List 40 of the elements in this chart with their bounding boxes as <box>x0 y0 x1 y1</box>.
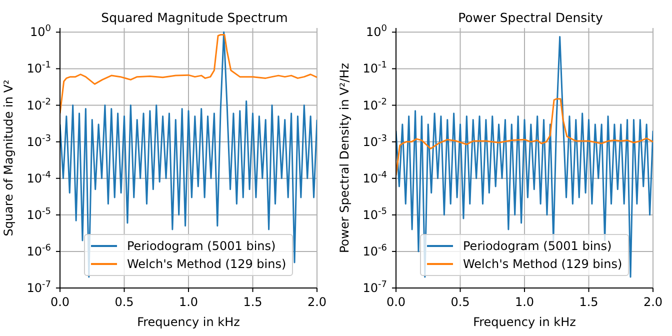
y-axis-title: Power Spectral Density in V²/Hz <box>337 62 352 254</box>
legend-label: Periodogram (5001 bins) <box>463 238 612 255</box>
x-tick-label: 1.0 <box>178 295 198 309</box>
y-tick-label: 10$^{-6}$ <box>362 243 388 258</box>
x-tick-label: 0.5 <box>114 295 134 309</box>
y-tick-label: 10$^{-2}$ <box>26 97 51 112</box>
line-series <box>396 98 653 176</box>
x-tick-label: 1.5 <box>579 295 598 309</box>
y-tick-label: 10$^{-4}$ <box>26 170 52 186</box>
y-tick-label: 10$^{-2}$ <box>362 97 387 112</box>
y-tick-label: 10$^{-5}$ <box>26 206 51 222</box>
y-tick-label: 10$^{-7}$ <box>362 280 387 295</box>
y-tick-label: 10$^{-4}$ <box>362 170 388 186</box>
y-axis-title: Square of Magnitude in V² <box>1 80 16 236</box>
legend-label: Periodogram (5001 bins) <box>127 238 276 255</box>
x-tick-label: 2.0 <box>643 295 663 309</box>
legend-label: Welch's Method (129 bins) <box>127 256 286 273</box>
y-tick-label: 10$^{-5}$ <box>362 206 387 222</box>
x-axis-title: Frequency in kHz <box>137 315 240 329</box>
x-tick-label: 0.5 <box>450 295 470 309</box>
x-tick-label: 0.0 <box>386 295 406 309</box>
y-tick-label: 10$^{-1}$ <box>26 60 51 76</box>
x-tick-label: 2.0 <box>307 295 327 309</box>
x-axis-title: Frequency in kHz <box>473 315 576 329</box>
y-tick-label: 10$^{-3}$ <box>26 134 51 149</box>
y-tick-label: 10$^{0}$ <box>30 24 52 40</box>
x-tick-label: 1.5 <box>243 295 262 309</box>
y-tick-label: 10$^{-6}$ <box>26 243 52 258</box>
y-tick-label: 10$^{-3}$ <box>362 134 387 149</box>
y-tick-label: 10$^{0}$ <box>366 24 388 40</box>
line-series <box>60 31 317 278</box>
chart-title: Squared Magnitude Spectrum <box>100 10 289 25</box>
x-tick-label: 1.0 <box>514 295 534 309</box>
line-series <box>396 36 653 278</box>
y-tick-label: 10$^{-7}$ <box>26 280 51 295</box>
legend-label: Welch's Method (129 bins) <box>463 256 622 273</box>
y-tick-label: 10$^{-1}$ <box>362 60 387 76</box>
line-series <box>60 34 317 114</box>
x-tick-label: 0.0 <box>50 295 70 309</box>
chart-title: Power Spectral Density <box>457 10 604 25</box>
